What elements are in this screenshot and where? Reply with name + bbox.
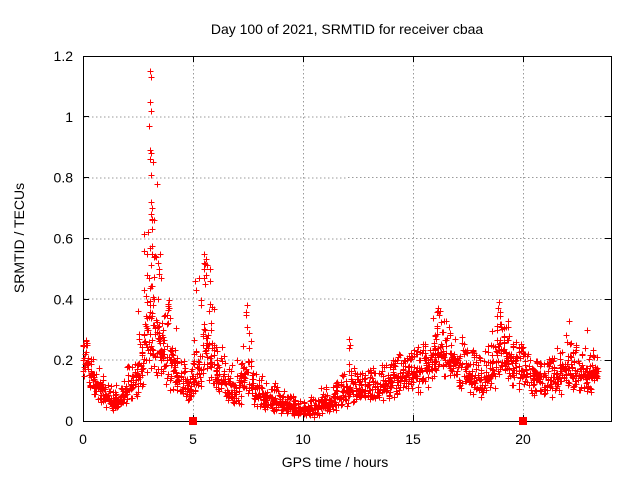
x-tick-label: 10 (295, 431, 311, 447)
y-tick-label: 0 (65, 413, 73, 429)
y-tick-label: 0.2 (54, 352, 74, 368)
y-axis-title: SRMTID / TECUs (11, 182, 27, 294)
grid-line-horizontal (83, 298, 611, 300)
y-tick-label: 1 (65, 109, 73, 125)
x-tick-label: 0 (79, 431, 87, 447)
chart-title: Day 100 of 2021, SRMTID for receiver cba… (210, 21, 484, 37)
data-points-path (80, 68, 602, 421)
grid-line-horizontal (83, 116, 611, 118)
zero-marker-square (519, 417, 527, 425)
x-tick-label: 5 (189, 431, 197, 447)
grid-line-horizontal (83, 177, 611, 179)
y-tick-label: 1.2 (54, 48, 74, 64)
x-tick-label: 20 (515, 431, 531, 447)
grid-line-horizontal (83, 238, 611, 240)
x-axis-title: GPS time / hours (281, 454, 389, 470)
x-tick-label: 15 (405, 431, 421, 447)
y-tick-label: 0.4 (54, 291, 74, 307)
zero-marker-square (189, 417, 197, 425)
y-tick-label: 0.8 (54, 170, 74, 186)
y-tick-label: 0.6 (54, 231, 74, 247)
